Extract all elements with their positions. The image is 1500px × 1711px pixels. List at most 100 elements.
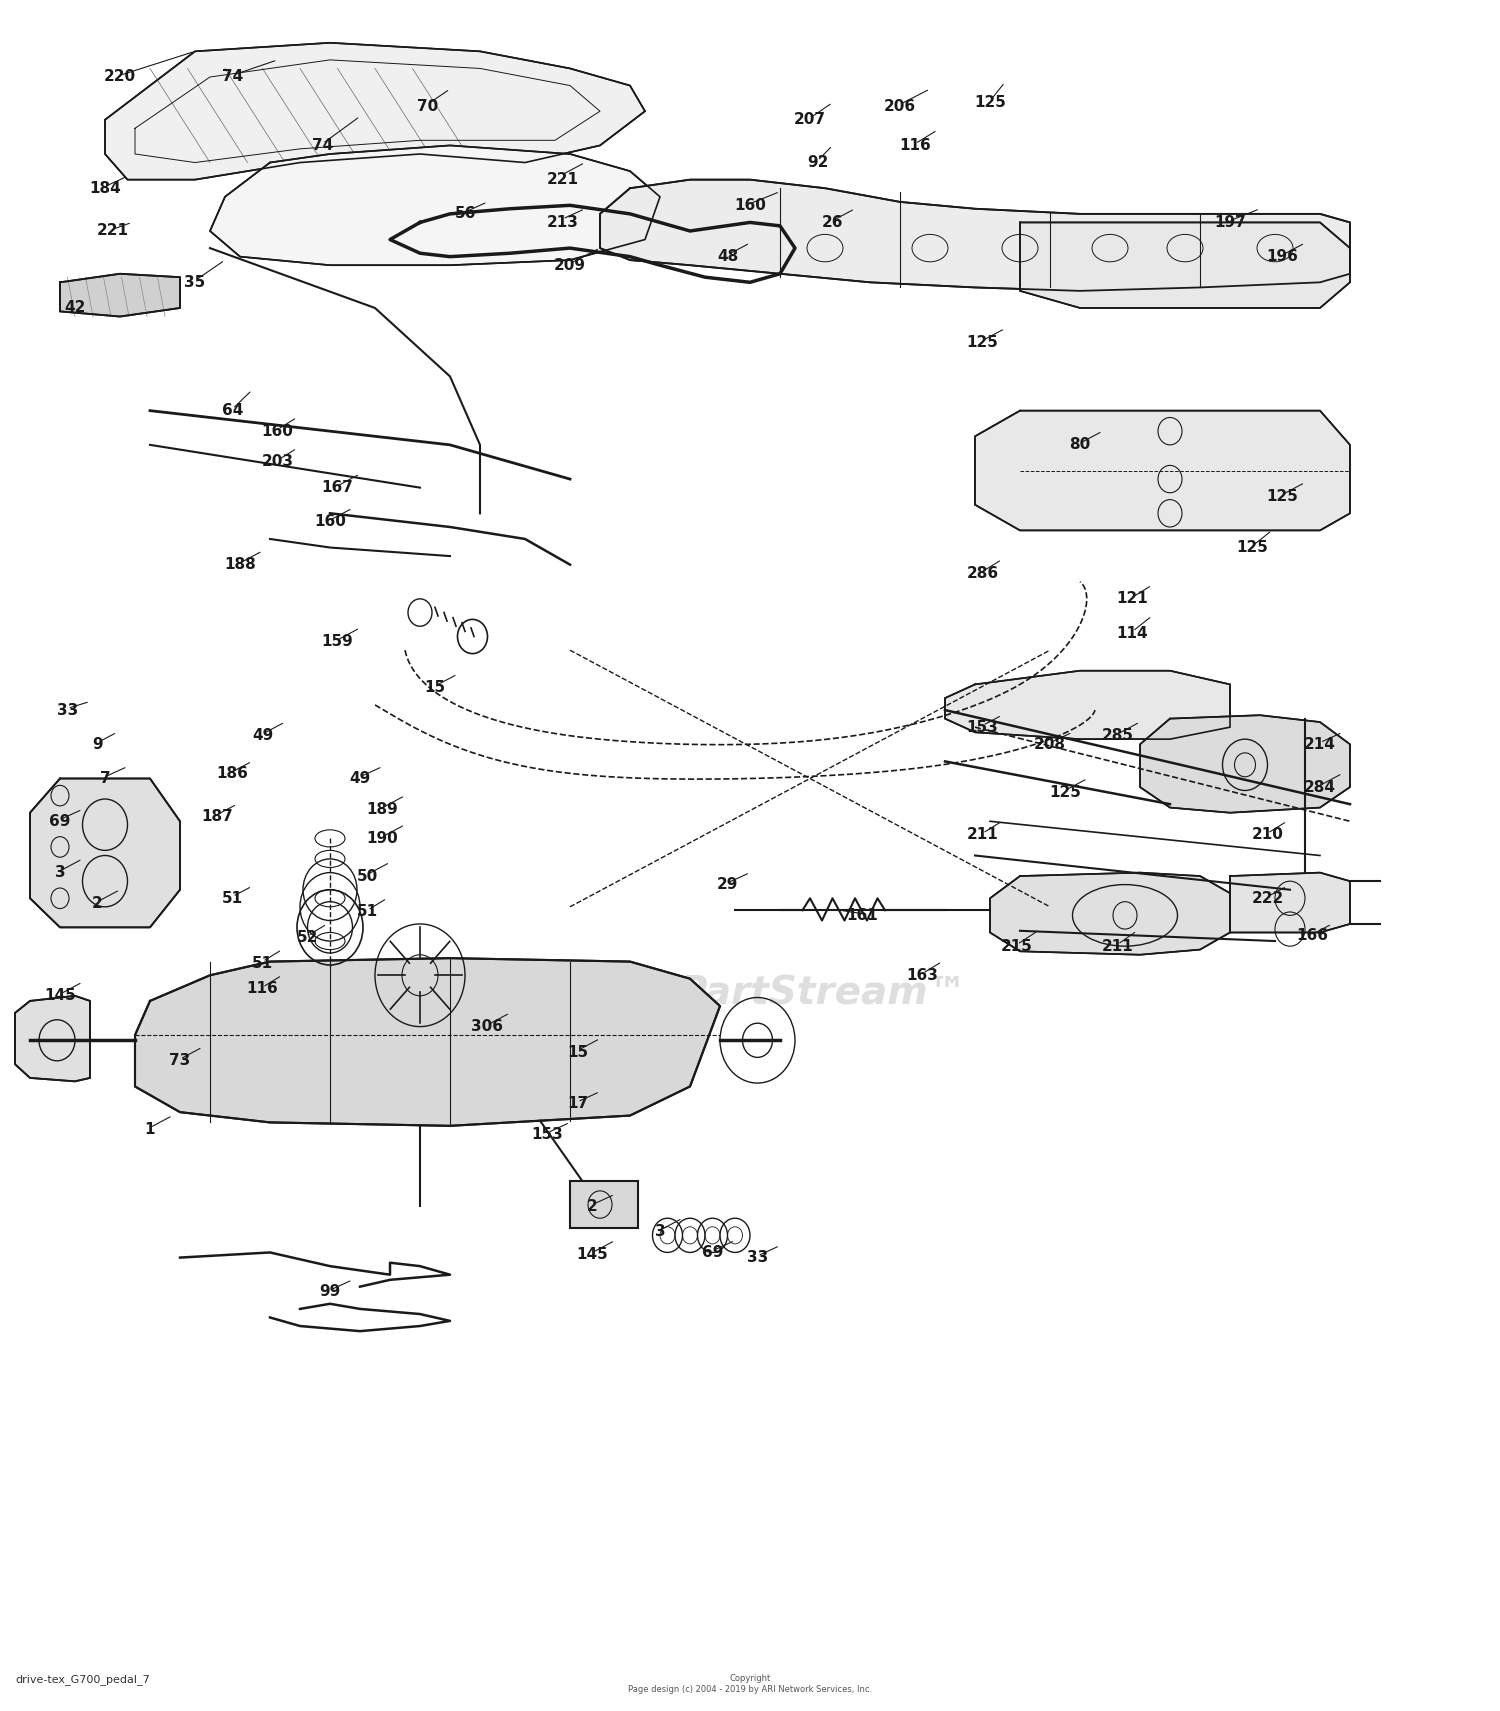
Text: 210: 210 [1251,828,1284,842]
Text: 153: 153 [531,1128,564,1141]
Text: 51: 51 [357,905,378,919]
Text: 160: 160 [261,424,294,438]
Text: drive-tex_G700_pedal_7: drive-tex_G700_pedal_7 [15,1675,150,1685]
Text: 9: 9 [92,737,104,751]
Text: 50: 50 [357,869,378,883]
Polygon shape [135,958,720,1126]
Text: 99: 99 [320,1285,340,1299]
Text: 116: 116 [898,139,932,152]
Text: 188: 188 [224,558,256,571]
Text: 197: 197 [1214,216,1246,229]
Text: 121: 121 [1116,592,1149,606]
Text: 160: 160 [314,515,346,529]
Text: 3: 3 [654,1225,666,1239]
Text: 186: 186 [216,767,249,780]
Text: 187: 187 [201,809,234,823]
Text: 73: 73 [170,1054,190,1068]
Text: 160: 160 [734,198,766,212]
Text: 206: 206 [884,99,916,113]
Text: 211: 211 [966,828,999,842]
Text: 222: 222 [1251,891,1284,905]
Text: Copyright
Page design (c) 2004 - 2019 by ARI Network Services, Inc.: Copyright Page design (c) 2004 - 2019 by… [628,1675,872,1694]
Text: 166: 166 [1296,929,1329,943]
Text: 48: 48 [717,250,738,263]
Text: 125: 125 [1236,541,1269,554]
Text: 69: 69 [702,1246,723,1259]
Text: 211: 211 [1101,939,1134,953]
Text: 116: 116 [246,982,279,996]
Text: 49: 49 [350,772,370,785]
Text: 125: 125 [974,96,1006,110]
Text: 80: 80 [1070,438,1090,452]
Polygon shape [1020,222,1350,308]
Text: 26: 26 [822,216,843,229]
Text: 64: 64 [222,404,243,417]
Text: 220: 220 [104,70,136,84]
Text: 221: 221 [96,224,129,238]
Text: 33: 33 [57,703,78,717]
Text: 17: 17 [567,1097,588,1110]
Text: 74: 74 [312,139,333,152]
Text: 161: 161 [846,909,879,922]
Text: 213: 213 [546,216,579,229]
Text: 221: 221 [546,173,579,186]
Text: 35: 35 [184,275,206,289]
Text: 49: 49 [252,729,273,743]
Text: 92: 92 [807,156,828,169]
Text: 1: 1 [144,1122,156,1136]
Text: 190: 190 [366,832,399,845]
Text: 153: 153 [966,720,999,734]
Text: 2: 2 [92,897,104,910]
Text: 74: 74 [222,70,243,84]
Polygon shape [210,145,660,265]
Text: 33: 33 [747,1251,768,1264]
Polygon shape [105,43,645,180]
Text: 286: 286 [966,566,999,580]
Text: 52: 52 [297,931,318,944]
Polygon shape [990,873,1230,955]
Polygon shape [600,180,1350,291]
Text: 215: 215 [1000,939,1033,953]
Text: 209: 209 [554,258,586,272]
Text: 306: 306 [471,1020,504,1033]
Text: 51: 51 [252,956,273,970]
Text: 203: 203 [261,455,294,469]
Bar [570,1181,638,1228]
Text: 42: 42 [64,301,86,315]
Text: 125: 125 [1266,489,1299,503]
Text: 7: 7 [99,772,111,785]
Text: 284: 284 [1304,780,1336,794]
Text: 125: 125 [966,335,999,349]
Text: 125: 125 [1048,785,1082,799]
Text: 15: 15 [424,681,445,695]
Text: 196: 196 [1266,250,1299,263]
Text: 2: 2 [586,1199,598,1213]
Text: 3: 3 [54,866,66,879]
Text: 69: 69 [50,814,70,828]
Text: 163: 163 [906,968,939,982]
Text: 285: 285 [1101,729,1134,743]
Text: 70: 70 [417,99,438,113]
Polygon shape [945,671,1230,739]
Text: 167: 167 [321,481,354,494]
Polygon shape [975,411,1350,530]
Text: 114: 114 [1116,626,1149,640]
Polygon shape [1140,715,1350,813]
Text: 51: 51 [222,891,243,905]
Text: ARl PartStream™: ARl PartStream™ [592,974,968,1011]
Text: 145: 145 [576,1247,609,1261]
Text: 56: 56 [454,207,476,221]
Polygon shape [30,779,180,927]
Text: 29: 29 [717,878,738,891]
Text: 184: 184 [88,181,122,195]
Text: 159: 159 [321,635,354,648]
Text: 208: 208 [1034,737,1066,751]
Text: 189: 189 [366,802,399,816]
Text: 145: 145 [44,989,76,1003]
Text: 15: 15 [567,1045,588,1059]
Polygon shape [15,996,90,1081]
Polygon shape [1230,873,1350,932]
Text: 214: 214 [1304,737,1336,751]
Polygon shape [60,274,180,317]
Text: 207: 207 [794,113,826,127]
